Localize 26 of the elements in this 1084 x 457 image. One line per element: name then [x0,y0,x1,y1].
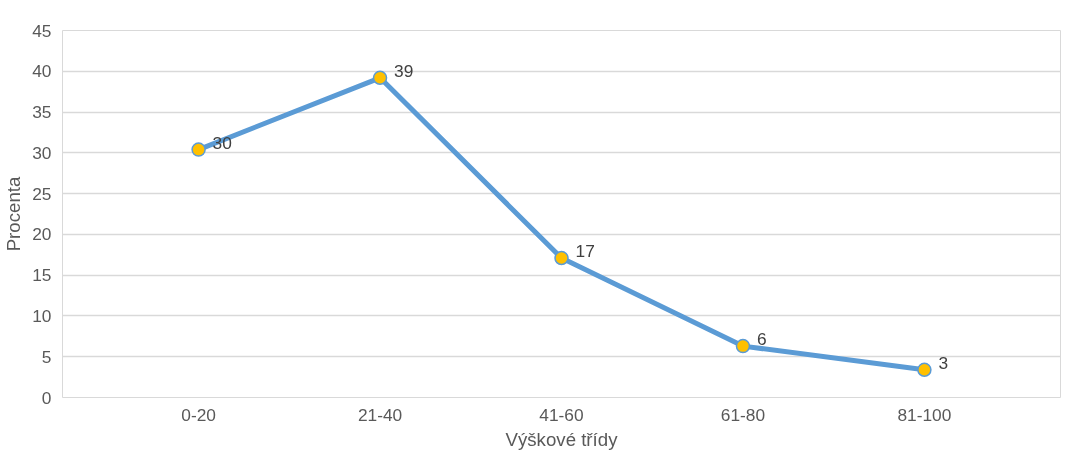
x-tick-label: 61-80 [720,404,766,425]
x-tick-label: 81-100 [897,404,952,425]
point [917,362,932,378]
y-tick-label: 15 [32,265,52,286]
y-tick-label: 0 [41,387,52,408]
data-label: 6 [756,329,767,350]
x-tick-label: 41-60 [539,404,584,425]
point [372,70,388,86]
y-axis-title: Procenta [3,176,25,252]
point [735,338,751,354]
y-tick-label: 45 [32,20,52,41]
x-tick-label: 0-20 [181,404,216,425]
data-label: 39 [394,60,414,81]
point [191,142,206,157]
y-tick-label: 20 [32,224,52,245]
point [554,250,569,266]
y-tick-label: 5 [41,346,52,367]
y-tick-label: 35 [32,102,52,123]
x-tick-label: 21-40 [357,404,403,425]
data-label: 17 [575,241,595,262]
y-tick-label: 40 [32,61,52,82]
y-tick-label: 30 [32,142,52,163]
data-label: 3 [938,352,949,373]
x-axis-title: Výškové třídy [505,428,619,450]
y-tick-label: 10 [32,305,52,326]
y-tick-label: 25 [32,183,52,204]
